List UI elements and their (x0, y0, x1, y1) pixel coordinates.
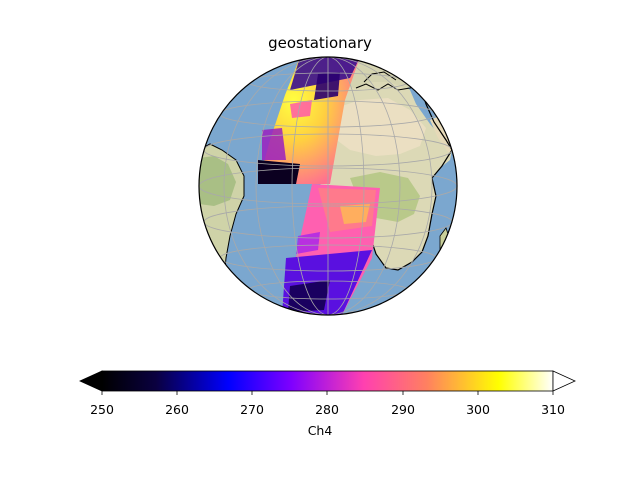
colorbar-tick-label: 280 (315, 402, 339, 417)
colorbar-body (101, 370, 554, 392)
colorbar-tick-label: 270 (240, 402, 264, 417)
colorbar-axis-label: Ch4 (307, 423, 333, 438)
colorbar-extend-low (79, 370, 103, 392)
globe-outline (198, 56, 458, 316)
colorbar (79, 370, 576, 395)
colorbar-tick-label: 300 (466, 402, 490, 417)
globe (198, 56, 458, 316)
colorbar-extend-high (552, 370, 576, 392)
colorbar-tick-label: 260 (165, 402, 189, 417)
sahara-desert (334, 98, 426, 156)
map-title: geostationary (268, 34, 372, 52)
colorbar-tick-label: 290 (391, 402, 415, 417)
colorbar-tick-marks (101, 391, 554, 395)
colorbar-tick-label: 310 (541, 402, 565, 417)
satellite-swath-north (258, 57, 360, 184)
amazon-forest (199, 156, 236, 206)
colorbar-tick-label: 250 (90, 402, 114, 417)
